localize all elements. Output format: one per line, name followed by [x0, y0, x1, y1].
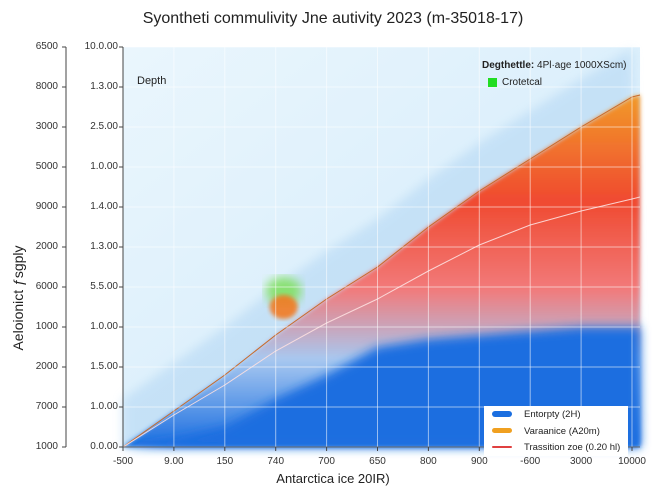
- inner-y-tick-label: 1.0.00: [90, 321, 118, 332]
- x-tick-label: 700: [318, 456, 335, 467]
- x-tick-label: 800: [420, 456, 437, 467]
- series-line-transition: [122, 196, 641, 448]
- outer-y-tick-label: 7000: [35, 401, 58, 412]
- outer-y-tick-label: 1000: [35, 441, 58, 452]
- x-tick-label: 3000: [569, 456, 593, 467]
- x-tick-label: 9.00: [164, 456, 184, 467]
- legend-swatch-transition: [492, 446, 512, 448]
- outer-y-tick-label: 2000: [35, 361, 58, 372]
- legend-top: Degthettle: 4Pl·age 1000XScm) Crotetcal: [482, 60, 627, 88]
- inner-y-tick-label: 1.4.00: [90, 201, 118, 212]
- legend-top-subtitle: 4Pl·age 1000XScm): [537, 60, 627, 71]
- outer-y-tick-label: 3000: [35, 121, 58, 132]
- legend-item-varaanice: Varaanice (A20m): [524, 426, 600, 437]
- inner-y-tick-label: 0.0.00: [90, 441, 118, 452]
- x-tick-label: 740: [267, 456, 285, 467]
- outer-y-tick-label: 5000: [35, 161, 58, 172]
- x-tick-label: -500: [112, 456, 133, 467]
- inner-y-tick-label: 1.5.00: [90, 361, 118, 372]
- outer-y-tick-label: 6500: [35, 41, 58, 52]
- legend-item-crotetcal: Crotetcal: [502, 77, 543, 88]
- critical-zone-core: [269, 295, 298, 319]
- inner-y-tick-label: 2.5.00: [90, 121, 118, 132]
- legend-swatch-entorpty: [492, 411, 512, 417]
- inner-y-tick-label: 1.0.00: [90, 161, 118, 172]
- x-tick-label: 900: [470, 456, 488, 467]
- legend-item-entorpty: Entorpty (2H): [524, 409, 581, 420]
- x-tick-label: 150: [216, 456, 234, 467]
- inner-y-tick-label: 1.3.00: [90, 241, 118, 252]
- legend-item-transition: Trassition zoe (0.20 hl): [524, 442, 621, 453]
- x-tick-label: 650: [369, 456, 386, 467]
- chart-title: Syontheti commulivity Jne autivity 2023 …: [142, 10, 524, 27]
- depth-annotation: Depth: [137, 75, 167, 87]
- legend-swatch-varaanice: [492, 428, 512, 433]
- legend: Entorpty (2H) Varaanice (A20m) Trassitio…: [484, 406, 628, 456]
- inner-y-tick-label: 1.0.00: [90, 401, 118, 412]
- legend-swatch-crotetcal: [488, 77, 497, 87]
- inner-y-tick-label: 5.5.00: [90, 281, 118, 292]
- outer-y-tick-label: 9000: [35, 201, 58, 212]
- x-tick-label: 10000: [618, 456, 646, 467]
- outer-y-tick-label: 1000: [35, 321, 58, 332]
- inner-y-tick-label: 10.0.00: [84, 41, 118, 52]
- x-tick-label: -600: [520, 456, 541, 467]
- outer-y-tick-label: 6000: [35, 281, 58, 292]
- inner-y-tick-label: 1.3.00: [90, 81, 118, 92]
- x-axis-label: Antarctica ice 20IR): [276, 471, 390, 486]
- outer-y-tick-label: 2000: [35, 241, 58, 252]
- outer-y-tick-label: 8000: [35, 81, 58, 92]
- legend-top-title: Degthettle:: [482, 60, 535, 71]
